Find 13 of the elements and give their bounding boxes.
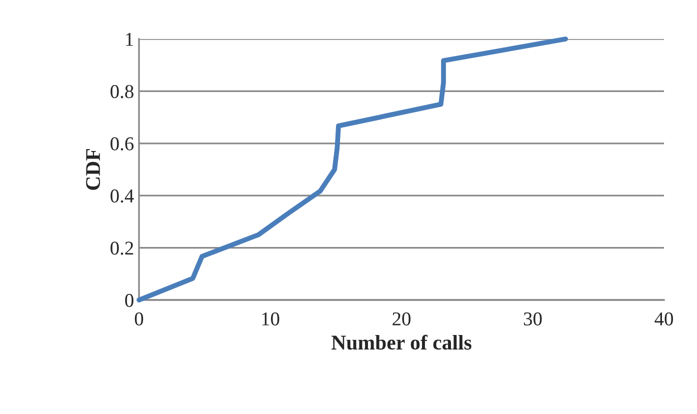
x-axis-title: Number of calls: [331, 334, 472, 350]
x-tick-label: 20: [392, 312, 410, 326]
y-tick-label: 0.4: [110, 189, 134, 203]
y-tick-label: 0.6: [110, 137, 134, 150]
y-tick-label: 0.2: [110, 242, 134, 255]
y-tick-label: 1: [126, 32, 133, 46]
y-tick-label: 0: [125, 294, 134, 307]
x-tick-label: 30: [524, 312, 542, 326]
x-tick-label: 0: [134, 312, 144, 326]
y-tick-label: 0.8: [110, 85, 134, 98]
x-tick-label: 10: [262, 312, 280, 326]
y-axis-title: CDF: [86, 149, 100, 190]
x-tick-label: 40: [654, 312, 673, 326]
